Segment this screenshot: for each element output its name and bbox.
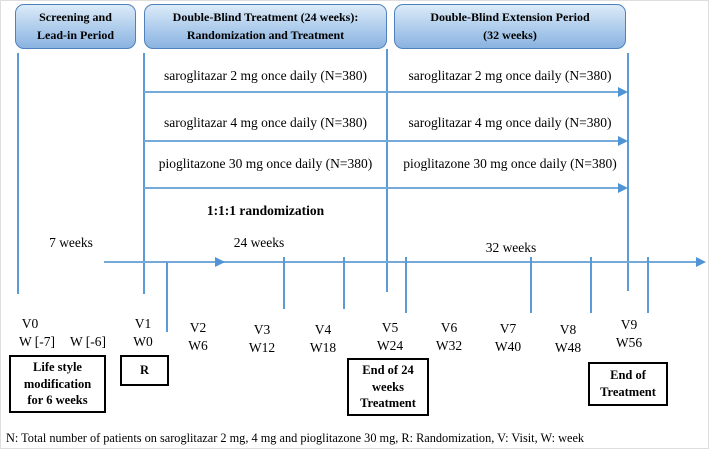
week-label-w6: W6 [188,338,208,353]
arm1-extension-label: saroglitazar 2 mg once daily (N=380) [408,68,612,83]
footnote-text: N: Total number of patients on saroglita… [6,431,585,445]
randomization-label: 1:1:1 randomization [206,203,325,218]
arrow-right-icon [696,257,706,267]
timeline-tick-v2 [166,262,168,332]
duration-screening-label: 7 weeks [49,235,93,250]
week-label-w40: W40 [494,339,522,354]
boundary-line-screening-start [17,53,19,294]
arm3-treatment-label: pioglitazone 30 mg once daily (N=380) [158,156,373,171]
arrow-right-icon [618,87,628,97]
randomization-marker-box: R [120,355,169,386]
timeline-tick-v3 [283,257,285,309]
visit-label-v5: V5 [381,320,399,335]
arm1-treatment-label: saroglitazar 2 mg once daily (N=380) [164,68,367,83]
arm2-arrow-line [144,140,620,142]
visit-label-v2: V2 [189,320,207,335]
visit-label-v4: V4 [314,322,332,337]
week-label-w56: W56 [615,335,643,350]
duration-treatment-label: 24 weeks [233,235,285,250]
period-box-extension: Double-Blind Extension Period (32 weeks) [394,4,626,49]
visit-label-v6: V6 [440,320,458,335]
week-label-w-minus7: W [-7] [18,334,56,349]
boundary-line-treatment-start [143,53,145,294]
timeline-tick-v4 [343,257,345,309]
timeline-tick-v7 [530,257,532,313]
week-label-w32: W32 [435,338,463,353]
visit-label-v9: V9 [620,317,638,332]
visit-label-v7: V7 [499,321,517,336]
arrow-right-icon [618,183,628,193]
end-of-24-weeks-box: End of 24 weeks Treatment [347,358,429,416]
timeline-axis [104,261,702,263]
timeline-tick-v9 [647,257,649,313]
visit-label-v3: V3 [253,322,271,337]
duration-extension-label: 32 weeks [485,240,537,255]
end-of-treatment-box: End of Treatment [588,362,668,406]
visit-label-v0: V0 [21,316,39,331]
visit-label-v8: V8 [559,322,577,337]
week-label-w48: W48 [554,340,582,355]
timeline-tick-v5 [405,257,407,313]
arm3-extension-label: pioglitazone 30 mg once daily (N=380) [403,156,617,171]
period-box-double-blind-treatment: Double-Blind Treatment (24 weeks): Rando… [144,4,387,49]
boundary-line-extension-start [386,49,388,292]
arm1-arrow-line [144,91,620,93]
arm2-treatment-label: saroglitazar 4 mg once daily (N=380) [164,115,367,130]
week-label-w18: W18 [309,340,337,355]
week-label-w12: W12 [248,340,276,355]
lifestyle-modification-box: Life style modification for 6 weeks [9,355,106,413]
visit-label-v1: V1 [134,316,152,331]
timeline-tick-v8 [590,257,592,313]
arrow-right-icon [215,257,225,267]
week-label-w24: W24 [376,338,404,353]
week-label-w0: W0 [133,334,153,349]
boundary-line-extension-end [627,53,629,291]
arm3-arrow-line [144,187,620,189]
arm2-extension-label: saroglitazar 4 mg once daily (N=380) [408,115,612,130]
arrow-right-icon [618,136,628,146]
week-label-w-minus6: W [-6] [69,334,107,349]
period-box-screening: Screening and Lead-in Period [15,4,136,49]
